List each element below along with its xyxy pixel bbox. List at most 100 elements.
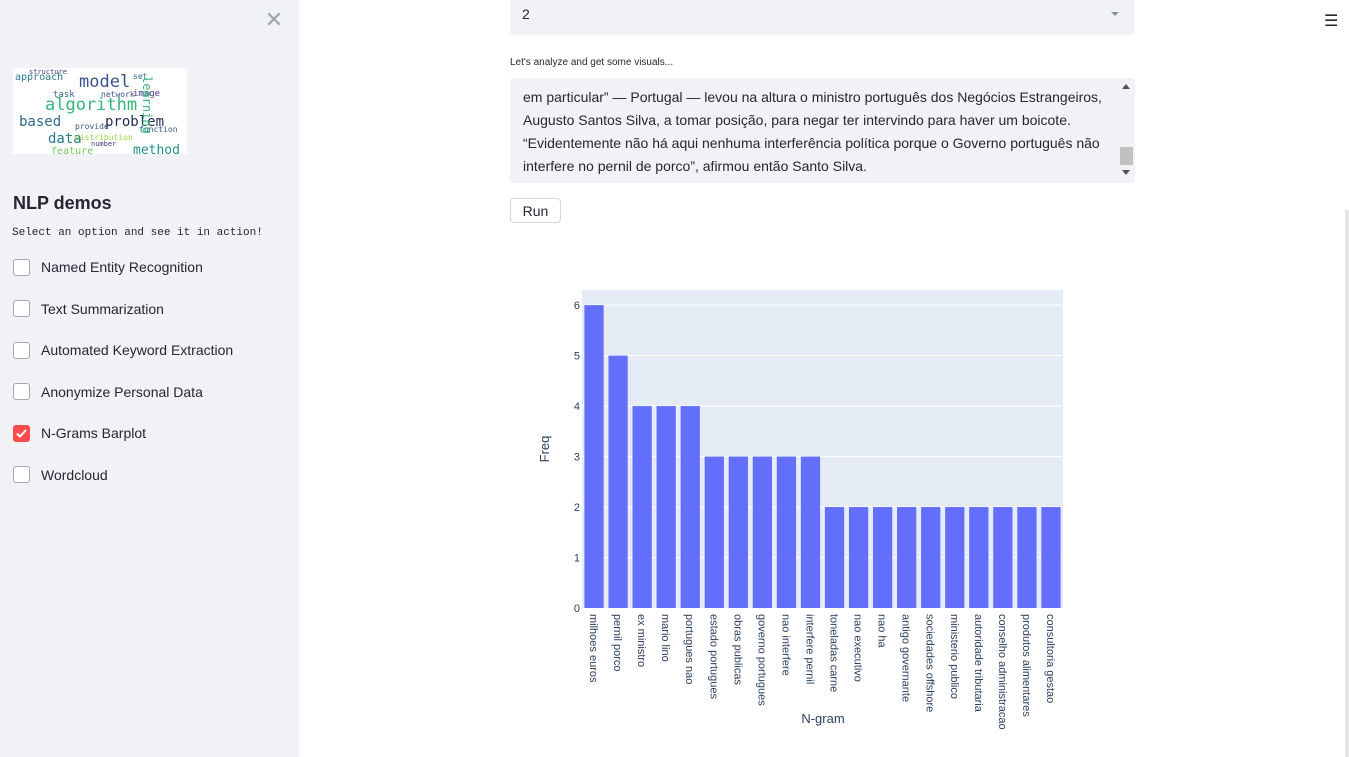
x-tick-label: portugues nao — [683, 614, 695, 684]
bar[interactable] — [873, 507, 893, 608]
option-label: Text Summarization — [41, 300, 164, 317]
x-tick-label: pernil porco — [611, 614, 623, 671]
y-tick-label: 3 — [574, 452, 580, 464]
option-label: Wordcloud — [41, 466, 108, 483]
option-label: Automated Keyword Extraction — [41, 342, 234, 359]
checkbox[interactable] — [13, 424, 30, 442]
bar[interactable] — [800, 456, 821, 608]
page-scrollbar[interactable] — [1345, 210, 1349, 757]
logo-word: set — [133, 72, 148, 81]
x-tick-label: sociedades offshore — [924, 614, 936, 712]
wordcloud-logo: approach model algorithm task network image pr… — [13, 68, 187, 158]
x-tick-label: mario lino — [659, 614, 671, 662]
ngram-select[interactable]: 2 — [510, 0, 1135, 35]
checkbox[interactable] — [13, 341, 30, 359]
logo-word: image — [133, 89, 160, 99]
option-label: Anonymize Personal Data — [41, 383, 203, 400]
logo-word: structure — [29, 68, 67, 76]
bar[interactable] — [824, 507, 845, 608]
bar[interactable] — [945, 507, 965, 608]
checkbox[interactable] — [13, 466, 30, 484]
x-tick-label: milhoes euros — [587, 614, 599, 683]
close-icon[interactable]: ✕ — [264, 7, 284, 32]
y-tick-label: 4 — [574, 401, 580, 413]
textarea-label: Let's analyze and get some visuals... — [510, 57, 674, 68]
y-tick-label: 0 — [574, 603, 580, 615]
option-anonymize-personal-data[interactable]: Anonymize Personal Data — [13, 382, 233, 402]
x-tick-label: consultoria gestao — [1044, 614, 1056, 703]
bar[interactable] — [656, 406, 676, 608]
plot-background — [582, 290, 1063, 608]
checkmark-icon — [16, 429, 27, 438]
sidebar: ✕ approach model algorithm task network image… — [0, 0, 299, 757]
option-label: Named Entity Recognition — [41, 259, 203, 275]
y-tick-label: 5 — [574, 351, 580, 363]
run-button[interactable]: Run — [510, 198, 561, 223]
text-input-area[interactable]: em particular” — Portugal — levou na alt… — [510, 78, 1135, 183]
checkbox[interactable] — [13, 383, 30, 401]
x-tick-label: estado portugues — [707, 614, 719, 700]
bar[interactable] — [608, 355, 628, 608]
x-tick-label: nao interfere — [779, 614, 791, 676]
x-tick-label: nao ha — [876, 614, 888, 649]
option-n-grams-barplot[interactable]: N-Grams Barplot — [13, 423, 233, 443]
bar[interactable] — [752, 456, 772, 608]
x-tick-label: toneladas carne — [828, 614, 840, 692]
checkbox[interactable] — [13, 300, 30, 318]
logo-word: problem — [105, 114, 164, 130]
logo-word: approach — [15, 72, 63, 83]
bar[interactable] — [921, 507, 941, 608]
x-tick-label: nao executivo — [852, 614, 864, 682]
logo-word: function — [139, 125, 178, 134]
bar[interactable] — [993, 507, 1013, 608]
logo-word: method — [133, 143, 180, 154]
logo-word: number — [91, 140, 116, 148]
x-tick-labels: milhoes euros pernil porco ex ministro mari… — [587, 614, 1056, 730]
x-tick-label: ex ministro — [635, 614, 647, 667]
x-tick-label: ministerio publico — [948, 614, 960, 699]
logo-word: feature — [51, 146, 93, 154]
bar[interactable] — [969, 507, 989, 608]
bar[interactable] — [584, 305, 604, 608]
scrollbar-thumb[interactable] — [1120, 147, 1133, 165]
select-value: 2 — [522, 6, 530, 22]
y-tick-label: 6 — [574, 300, 580, 312]
bar[interactable] — [704, 456, 724, 608]
logo-word: model — [79, 72, 130, 92]
bar[interactable] — [632, 406, 652, 608]
bar[interactable] — [1017, 507, 1037, 608]
sidebar-title: NLP demos — [13, 193, 112, 213]
bar[interactable] — [680, 406, 700, 608]
x-tick-label: autoridade tributaria — [972, 614, 984, 713]
textarea-scrollbar[interactable] — [1118, 78, 1135, 183]
chart-bars — [584, 305, 1061, 608]
logo-word: algorithm — [45, 95, 137, 115]
bar[interactable] — [1041, 507, 1061, 608]
logo-word: based — [19, 114, 61, 130]
bar[interactable] — [776, 456, 797, 608]
option-text-summarization[interactable]: Text Summarization — [13, 299, 233, 319]
logo-word: distribution — [75, 133, 133, 142]
option-wordcloud[interactable]: Wordcloud — [13, 465, 233, 485]
x-tick-label: antigo governante — [900, 614, 912, 702]
bar[interactable] — [897, 507, 917, 608]
bar[interactable] — [848, 507, 869, 608]
logo-word: provide — [75, 122, 109, 131]
textarea-content[interactable]: em particular” — Portugal — levou na alt… — [523, 89, 1102, 174]
option-named-entity-recognition[interactable]: Named Entity Recognition — [13, 257, 233, 277]
scroll-down-arrow-icon[interactable] — [1122, 170, 1130, 175]
x-tick-label: governo portugues — [755, 614, 767, 706]
y-axis-title: Freq — [537, 436, 552, 463]
options-list: Named Entity Recognition Text Summarizati… — [13, 257, 233, 507]
checkbox[interactable] — [13, 258, 30, 276]
option-label: N-Grams Barplot — [41, 425, 147, 442]
x-tick-label: obras publicas — [731, 614, 743, 685]
y-tick-labels: 0 1 2 3 4 5 6 — [574, 300, 580, 615]
chevron-down-icon — [1111, 12, 1119, 16]
bar[interactable] — [728, 456, 748, 608]
option-automated-keyword-extraction[interactable]: Automated Keyword Extraction — [13, 340, 233, 360]
logo-word: data — [48, 131, 82, 147]
scroll-up-arrow-icon[interactable] — [1122, 84, 1130, 89]
y-tick-label: 2 — [574, 502, 580, 514]
hamburger-menu-icon[interactable]: ☰ — [1324, 13, 1339, 30]
